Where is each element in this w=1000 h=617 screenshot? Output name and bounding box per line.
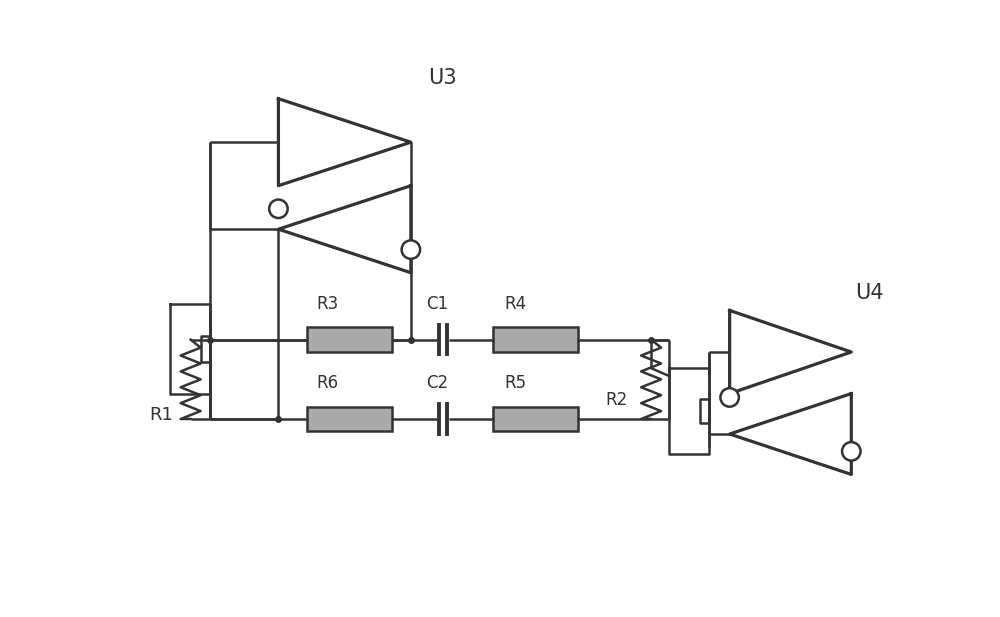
Text: R6: R6 [316,374,338,392]
Text: R1: R1 [149,407,173,424]
Bar [493,328,578,352]
Bar [307,407,392,431]
Text: C1: C1 [426,295,448,313]
Text: R2: R2 [605,391,627,409]
Text: U4: U4 [855,283,884,303]
Bar [307,328,392,352]
Bar [493,407,578,431]
Circle shape [269,199,288,218]
Text: R4: R4 [505,295,527,313]
Text: R5: R5 [505,374,527,392]
Text: C2: C2 [426,374,448,392]
Circle shape [842,442,861,460]
Text: U3: U3 [428,68,456,88]
Text: R3: R3 [316,295,338,313]
Circle shape [720,388,739,407]
Circle shape [402,241,420,259]
